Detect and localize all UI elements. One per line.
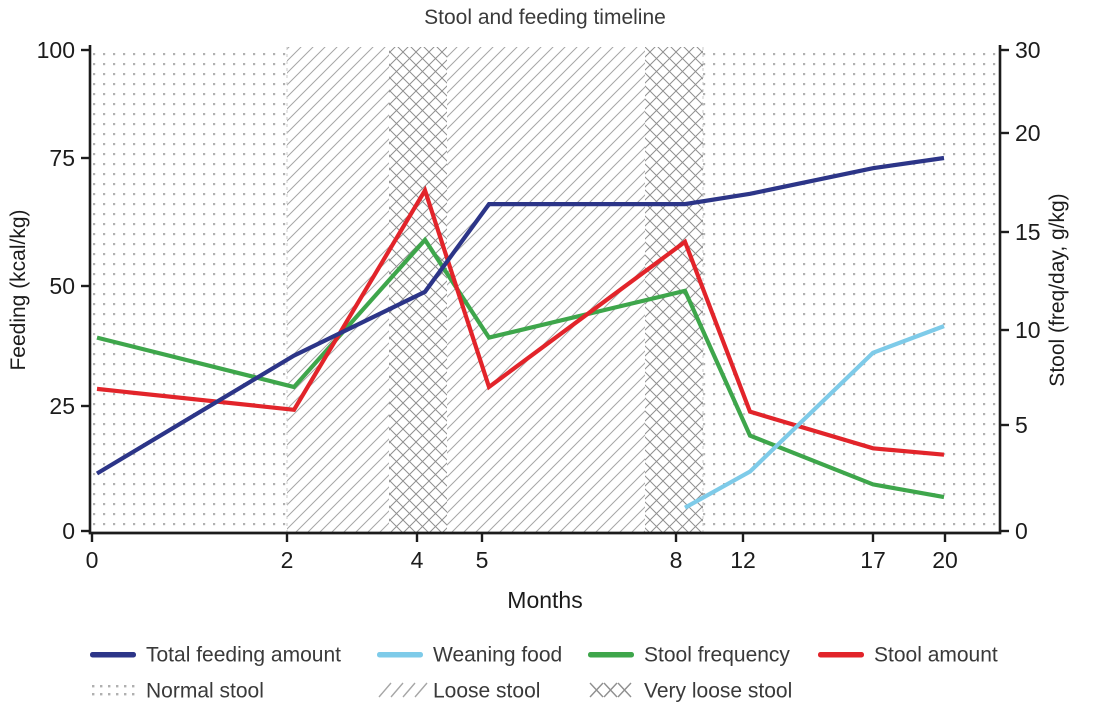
right-axis-tick-label: 5 [1015, 412, 1028, 438]
legend-item-loose-stool: Loose stool [378, 680, 540, 703]
legend-item-normal-stool: Normal stool [92, 680, 264, 703]
legend-swatch-dots [92, 693, 95, 696]
left-axis-tick-label: 75 [49, 145, 75, 171]
legend-item-stool-frequency: Stool frequency [588, 644, 790, 667]
region-loose-stool-3 [447, 47, 645, 533]
right-axis-tick-label: 20 [1015, 120, 1041, 146]
x-axis-tick-label: 8 [670, 547, 683, 573]
legend-label: Loose stool [433, 680, 540, 703]
legend-swatch-dots [132, 693, 135, 696]
legend-swatch-dots [132, 685, 135, 688]
x-axis-tick-label: 2 [281, 547, 294, 573]
legend-swatch-dots [116, 685, 119, 688]
left-axis-tick-label: 50 [49, 273, 75, 299]
legend-item-stool-amount: Stool amount [818, 644, 998, 667]
legend-swatch-dots [92, 685, 95, 688]
left-axis-tick-label: 100 [37, 37, 75, 63]
right-axis-title: Stool (freq/day, g/kg) [1046, 193, 1069, 386]
region-very-loose-stool-4 [645, 47, 703, 533]
legend: Total feeding amount Weaning food Stool fr… [90, 644, 998, 703]
legend-swatch-dots [124, 693, 127, 696]
right-axis-tick-label: 15 [1015, 219, 1041, 245]
legend-swatch-cross [617, 682, 632, 698]
region-loose-stool-1 [287, 47, 389, 533]
legend-swatch-diag [402, 682, 416, 698]
legend-swatch-dots [124, 685, 127, 688]
left-axis-tick-label: 0 [62, 518, 75, 544]
legend-item-total-feeding-amount: Total feeding amount [90, 644, 341, 667]
legend-item-very-loose-stool: Very loose stool [589, 680, 792, 703]
region-very-loose-stool-2 [389, 47, 447, 533]
legend-swatch-cross [603, 682, 618, 698]
legend-swatch-stool-amount [818, 652, 864, 658]
x-axis-tick-label: 0 [86, 547, 99, 573]
axes: 0 25 50 75 100 0 5 10 15 20 30 0 2 4 5 8 12 17 20 [37, 37, 1041, 573]
legend-swatch-cross [589, 682, 604, 698]
x-axis-tick-label: 20 [932, 547, 958, 573]
right-axis-tick-label: 0 [1015, 518, 1028, 544]
stool-regions [90, 47, 1000, 533]
legend-swatch-dots [108, 693, 111, 696]
legend-item-weaning-food: Weaning food [377, 644, 562, 667]
left-axis-title: Feeding (kcal/kg) [7, 209, 30, 370]
right-axis-tick-label: 30 [1015, 37, 1041, 63]
legend-swatch-dots [100, 693, 103, 696]
x-axis-tick-label: 5 [476, 547, 489, 573]
x-axis-tick-label: 12 [730, 547, 756, 573]
legend-label: Stool amount [874, 644, 998, 667]
legend-swatch-weaning-food [377, 652, 423, 658]
x-axis-title: Months [507, 587, 582, 613]
legend-label: Weaning food [433, 644, 562, 667]
region-normal-stool-0 [90, 47, 287, 533]
legend-swatch-dots [108, 685, 111, 688]
legend-label: Total feeding amount [146, 644, 341, 667]
x-axis-tick-label: 17 [860, 547, 886, 573]
series-lines [95, 155, 945, 510]
series-line-total-feeding-amount [95, 155, 945, 476]
legend-swatch-diag [390, 682, 404, 698]
legend-swatch-dots [100, 685, 103, 688]
x-axis-tick-label: 4 [411, 547, 424, 573]
legend-swatch-diag [378, 682, 392, 698]
legend-swatch-stool-frequency [588, 652, 634, 658]
legend-swatch-total-feeding-amount [90, 652, 136, 658]
left-axis-tick-label: 25 [49, 393, 75, 419]
legend-label: Stool frequency [644, 644, 790, 667]
right-axis-tick-label: 10 [1015, 317, 1041, 343]
region-normal-stool-5 [703, 47, 1000, 533]
legend-label: Normal stool [146, 680, 264, 703]
legend-label: Very loose stool [644, 680, 792, 703]
series-line-weaning-food [683, 324, 945, 510]
chart-title: Stool and feeding timeline [424, 6, 666, 29]
legend-swatch-diag [414, 682, 428, 698]
legend-swatch-dots [116, 693, 119, 696]
series-line-stool-amount [96, 185, 945, 457]
